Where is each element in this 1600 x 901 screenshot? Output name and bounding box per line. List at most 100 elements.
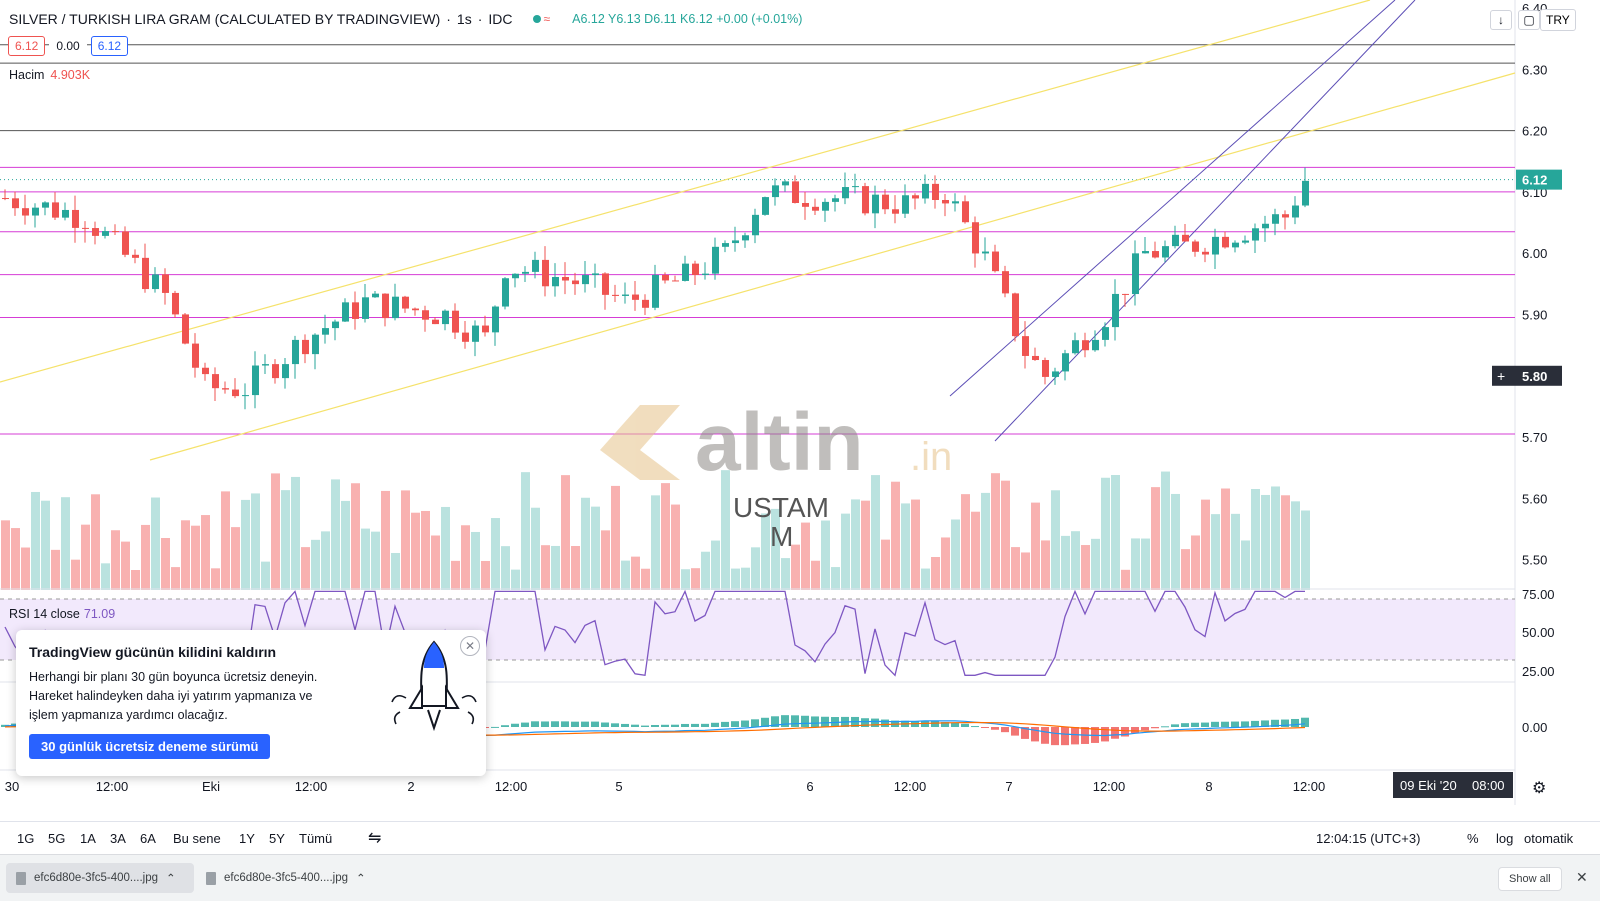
interval-label[interactable]: 1s — [456, 11, 472, 27]
candle-body — [882, 194, 889, 210]
bid-price[interactable]: 6.12 — [8, 36, 46, 56]
volume-bar — [1011, 547, 1020, 590]
candle-body — [362, 297, 369, 319]
last-price-box — [1516, 169, 1562, 190]
free-trial-button[interactable]: 30 günlük ücretsiz deneme sürümü — [29, 734, 271, 759]
clock-label[interactable]: 12:04:15 (UTC+3) — [1316, 831, 1421, 846]
macd-hist-bar — [1161, 726, 1169, 728]
time-tick-label: 12:00 — [1293, 779, 1326, 794]
range-1d[interactable]: 1G — [17, 831, 35, 846]
time-cursor-label: 09 Eki '20 — [1400, 778, 1457, 793]
bottom-toolbar: 1G 5G 1A 3A 6A Bu sene 1Y 5Y Tümü ⇋ 12:0… — [0, 821, 1600, 854]
candle-body — [622, 294, 629, 296]
download-item-2[interactable]: efc6d80e-3fc5-400....jpg ⌃ — [196, 863, 384, 893]
candle-body — [532, 259, 539, 272]
volume-bar — [271, 473, 280, 590]
candle-body — [702, 273, 709, 275]
percent-toggle[interactable]: % — [1467, 831, 1479, 846]
price-tick-label: 6.20 — [1522, 124, 1547, 139]
rsi-value: 71.09 — [83, 607, 116, 621]
volume-bar — [51, 549, 60, 590]
macd-hist-bar — [1061, 727, 1069, 746]
download-item-1[interactable]: efc6d80e-3fc5-400....jpg ⌃ — [6, 863, 194, 893]
volume-bar — [81, 524, 90, 590]
volume-legend: Hacim 4.903K — [9, 68, 90, 82]
volume-bar — [201, 515, 210, 590]
close-icon[interactable]: ✕ — [460, 636, 480, 656]
candle-body — [1102, 327, 1109, 340]
volume-bar — [121, 541, 130, 590]
volume-bar — [681, 569, 690, 590]
range-5y[interactable]: 5Y — [269, 831, 285, 846]
chevron-up-icon[interactable]: ⌃ — [356, 873, 366, 885]
chevron-up-icon[interactable]: ⌃ — [166, 873, 176, 885]
candle-body — [92, 228, 99, 236]
macd-hist-bar — [821, 716, 829, 727]
symbol-title[interactable]: SILVER / TURKISH LIRA GRAM (CALCULATED B… — [9, 11, 441, 27]
macd-hist-bar — [571, 721, 579, 727]
auto-toggle[interactable]: otomatik — [1524, 831, 1574, 846]
macd-hist-bar — [1031, 727, 1039, 742]
range-1y[interactable]: 1Y — [239, 831, 255, 846]
arrow-down-icon[interactable]: ↓ — [1490, 10, 1512, 30]
candle-body — [12, 198, 19, 209]
macd-hist-bar — [1251, 720, 1259, 727]
volume-bar — [371, 531, 380, 590]
date-range-icon[interactable]: ⇋ — [368, 830, 382, 847]
volume-bar — [861, 500, 870, 590]
volume-bar — [231, 527, 240, 590]
candle-body — [1162, 246, 1169, 258]
macd-hist-bar — [1241, 721, 1249, 727]
volume-bar — [631, 556, 640, 590]
volume-bar — [1091, 538, 1100, 590]
candle-body — [1282, 214, 1289, 218]
candle-body — [1252, 228, 1259, 241]
range-all[interactable]: Tümü — [299, 831, 333, 846]
candle-body — [82, 227, 89, 229]
candle-body — [162, 274, 169, 293]
macd-hist-bar — [971, 726, 979, 728]
candle-body — [652, 274, 659, 308]
price-tick-label: 5.70 — [1522, 430, 1547, 445]
close-icon[interactable]: ✕ — [1576, 869, 1588, 885]
time-cursor-box — [1393, 772, 1513, 798]
candle-body — [782, 181, 789, 186]
range-6m[interactable]: 6A — [140, 831, 156, 846]
macd-hist-bar — [641, 725, 649, 727]
volume-bar — [1021, 552, 1030, 590]
volume-bar — [971, 511, 980, 590]
candle-body — [1242, 240, 1249, 243]
volume-bar — [671, 504, 680, 590]
volume-bar — [1131, 538, 1140, 590]
volume-bar — [131, 569, 140, 590]
watermark: altin .in — [600, 397, 952, 488]
log-toggle[interactable]: log — [1496, 831, 1514, 846]
volume-bar — [381, 490, 390, 590]
show-all-button[interactable]: Show all — [1498, 867, 1562, 891]
volume-bar — [351, 483, 360, 590]
candle-body — [1012, 293, 1019, 337]
fullscreen-icon[interactable]: ▢ — [1518, 10, 1540, 30]
volume-bar — [1, 520, 10, 590]
range-ytd[interactable]: Bu sene — [173, 831, 221, 846]
volume-bar — [21, 547, 30, 590]
volume-bar — [391, 552, 400, 590]
volume-bar — [541, 545, 550, 590]
macd-hist-bar — [601, 722, 609, 727]
volume-bar — [491, 518, 500, 590]
volume-bar — [911, 499, 920, 590]
time-tick-label: 6 — [806, 779, 813, 794]
range-1m[interactable]: 1A — [80, 831, 96, 846]
candle-body — [1292, 205, 1299, 218]
range-3m[interactable]: 3A — [110, 831, 126, 846]
volume-bar — [751, 547, 760, 590]
ask-price[interactable]: 6.12 — [90, 36, 129, 56]
time-tick-label: 12:00 — [894, 779, 927, 794]
macd-hist-bar — [991, 727, 999, 730]
candle-body — [572, 280, 579, 285]
rocket-icon — [391, 640, 477, 732]
currency-button[interactable]: TRY — [1540, 9, 1576, 31]
candle-body — [1232, 242, 1239, 248]
range-5d[interactable]: 5G — [48, 831, 66, 846]
